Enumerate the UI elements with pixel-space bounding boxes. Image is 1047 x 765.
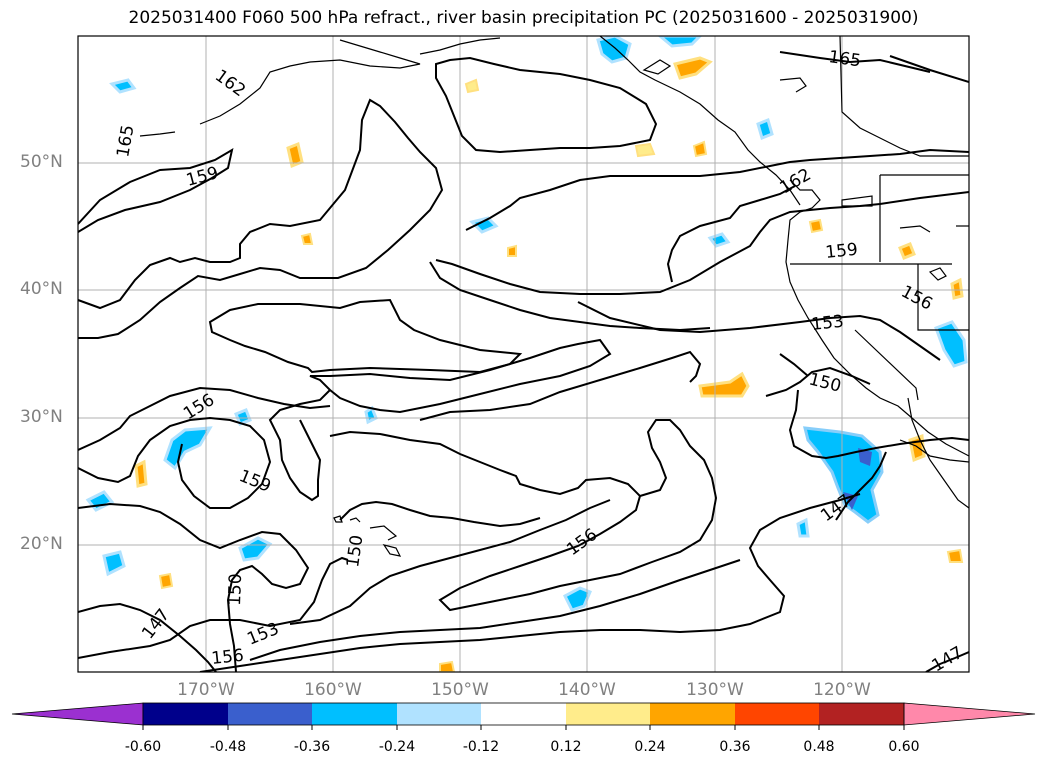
contour-line: [78, 602, 217, 672]
map-background: [78, 36, 969, 672]
contour-line: [435, 56, 658, 154]
precip-blob: [934, 320, 968, 368]
colorbar-extend-min: [11, 702, 144, 726]
contour-line: [78, 386, 331, 451]
precip-blob: [464, 78, 480, 94]
colorbar-cell: [397, 703, 481, 725]
precip-blob: [286, 141, 304, 169]
contour-line: [779, 353, 809, 377]
contour-line: [329, 419, 718, 612]
colorbar-cell: [735, 703, 819, 725]
contour-line: [78, 98, 444, 339]
lon-label-120w: 120°W: [813, 680, 871, 700]
lon-label-130w: 130°W: [686, 680, 744, 700]
precip-blob: [950, 277, 964, 300]
precip-blob: [808, 218, 824, 234]
colorbar-tick-label: -0.36: [293, 739, 331, 755]
colorbar-tick-label: -0.60: [124, 739, 162, 755]
contour-label: 156: [210, 646, 244, 669]
contour-label: 165: [827, 47, 862, 71]
precip-blob: [796, 517, 810, 538]
refractivity-contours: [78, 51, 969, 672]
precip-blob: [300, 232, 314, 245]
lon-label-140w: 140°W: [558, 680, 616, 700]
lon-label-160w: 160°W: [304, 680, 362, 700]
colorbar-tick-label: 0.12: [550, 739, 582, 755]
contour-label: 153: [810, 312, 844, 335]
map-title: 2025031400 F060 500 hPa refract., river …: [128, 8, 919, 28]
contour-line: [289, 499, 611, 625]
contour-line: [779, 51, 931, 73]
colorbar-tick-label: 0.24: [634, 739, 666, 755]
contour-line: [465, 148, 969, 231]
precip-blob: [507, 244, 517, 257]
precip-blob: [698, 371, 750, 398]
precip-blob: [439, 660, 456, 672]
colorbar-tick-label: -0.24: [378, 739, 416, 755]
precip-blob: [469, 216, 499, 234]
contour-label: 159: [824, 240, 858, 263]
contour-line: [78, 556, 349, 659]
precip-blob: [102, 550, 126, 577]
colorbar-cell: [819, 703, 904, 725]
contour-line: [889, 55, 969, 83]
colorbar-tick-label: 0.60: [888, 739, 920, 755]
colorbar-extend-max: [903, 702, 1036, 726]
precip-blob: [158, 572, 174, 590]
lat-label-40n: 40°N: [20, 279, 63, 299]
contour-line: [309, 338, 612, 414]
colorbar-tick-label: -0.12: [462, 739, 500, 755]
precip-blob: [109, 78, 137, 94]
contour-line: [199, 493, 861, 672]
contour-line: [788, 389, 969, 460]
coastlines: [139, 36, 969, 557]
precip-shading: [85, 36, 968, 672]
precip-blob: [908, 433, 926, 463]
colorbar-tick-label: 0.36: [719, 739, 751, 755]
precip-blob: [756, 117, 774, 141]
map-panel: 162 165 165 159 159 162 156 153 150 156 …: [78, 36, 969, 672]
map-frame: [77, 35, 970, 673]
contour-line: [78, 147, 234, 233]
contour-line: [78, 502, 310, 672]
colorbar-tick-label: 0.48: [803, 739, 835, 755]
contour-line: [78, 416, 272, 509]
colorbar-cell: [650, 703, 735, 725]
lat-label-30n: 30°N: [20, 407, 63, 427]
precip-blob: [673, 56, 713, 80]
contour-line: [249, 559, 741, 661]
precip-blob: [238, 536, 273, 562]
precip-blob: [163, 426, 213, 471]
lat-label-50n: 50°N: [20, 152, 63, 172]
contour-label: 150: [225, 573, 246, 606]
colorbar-cell: [312, 703, 397, 725]
colorbar-cell: [228, 703, 312, 725]
contour-line: [835, 451, 887, 521]
precip-blob: [234, 408, 252, 426]
colorbar: [11, 702, 1036, 730]
precip-blob: [898, 242, 916, 260]
contour-line: [419, 350, 702, 421]
lat-label-20n: 20°N: [20, 534, 63, 554]
contour-line: [666, 185, 796, 283]
contour-line: [339, 500, 541, 528]
precip-blob: [134, 459, 148, 488]
contour-line: [925, 651, 969, 672]
colorbar-cell: [143, 703, 228, 725]
contour-label: 150: [343, 534, 367, 569]
precip-blob: [634, 142, 656, 158]
colorbar-cell: [566, 703, 650, 725]
contour-line: [435, 191, 969, 295]
precip-blob: [858, 448, 872, 466]
colorbar-cell: [481, 703, 566, 725]
lon-label-170w: 170°W: [177, 680, 235, 700]
contour-line: [765, 366, 871, 397]
colorbar-tick-label: -0.48: [209, 739, 247, 755]
precip-blob: [657, 36, 703, 48]
precip-blob: [692, 140, 708, 158]
contour-line: [429, 261, 711, 332]
lon-label-150w: 150°W: [431, 680, 489, 700]
precip-blob: [946, 548, 964, 563]
